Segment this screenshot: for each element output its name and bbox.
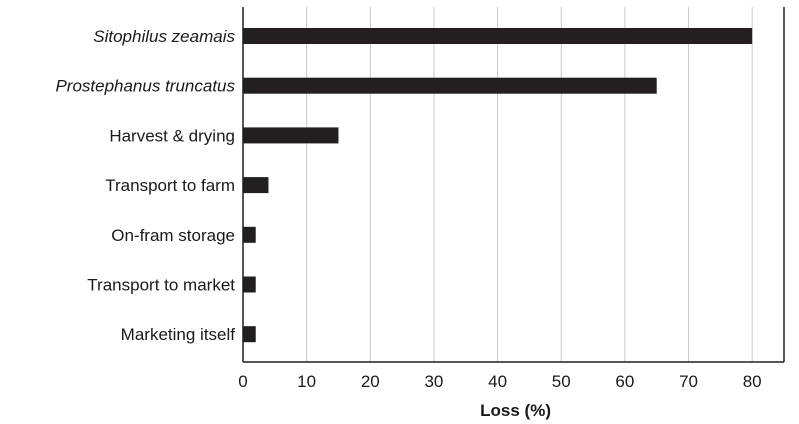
x-tick-label-10: 10: [297, 372, 316, 391]
bar-2: [243, 127, 339, 144]
category-labels: Sitophilus zeamais Prostephanus truncatus…: [55, 27, 235, 344]
bar-4: [243, 226, 256, 243]
x-tick-label-70: 70: [679, 372, 698, 391]
category-label-6: Marketing itself: [121, 325, 236, 344]
x-tick-label-40: 40: [488, 372, 507, 391]
category-label-5: Transport to market: [87, 276, 235, 295]
bar-0: [243, 28, 753, 44]
x-tick-label-0: 0: [238, 372, 247, 391]
bar-group: [243, 28, 753, 343]
x-tick-label-20: 20: [361, 372, 380, 391]
bar-6: [243, 326, 256, 343]
x-tick-label-80: 80: [743, 372, 762, 391]
category-label-2: Harvest & drying: [109, 126, 235, 145]
bar-1: [243, 77, 657, 94]
x-tick-label-50: 50: [552, 372, 571, 391]
grid-lines: [306, 7, 753, 362]
axes: [242, 7, 785, 363]
x-tick-label-30: 30: [424, 372, 443, 391]
category-label-0: Sitophilus zeamais: [93, 27, 235, 46]
x-axis-title: Loss (%): [480, 401, 551, 420]
category-label-4: On-fram storage: [111, 226, 235, 245]
category-label-3: Transport to farm: [105, 176, 235, 195]
x-tick-labels: 0 10 20 30 40 50 60 70 80: [238, 372, 761, 391]
bar-3: [243, 177, 269, 194]
bar-5: [243, 276, 256, 293]
category-label-1: Prostephanus truncatus: [55, 77, 235, 96]
x-tick-label-60: 60: [615, 372, 634, 391]
